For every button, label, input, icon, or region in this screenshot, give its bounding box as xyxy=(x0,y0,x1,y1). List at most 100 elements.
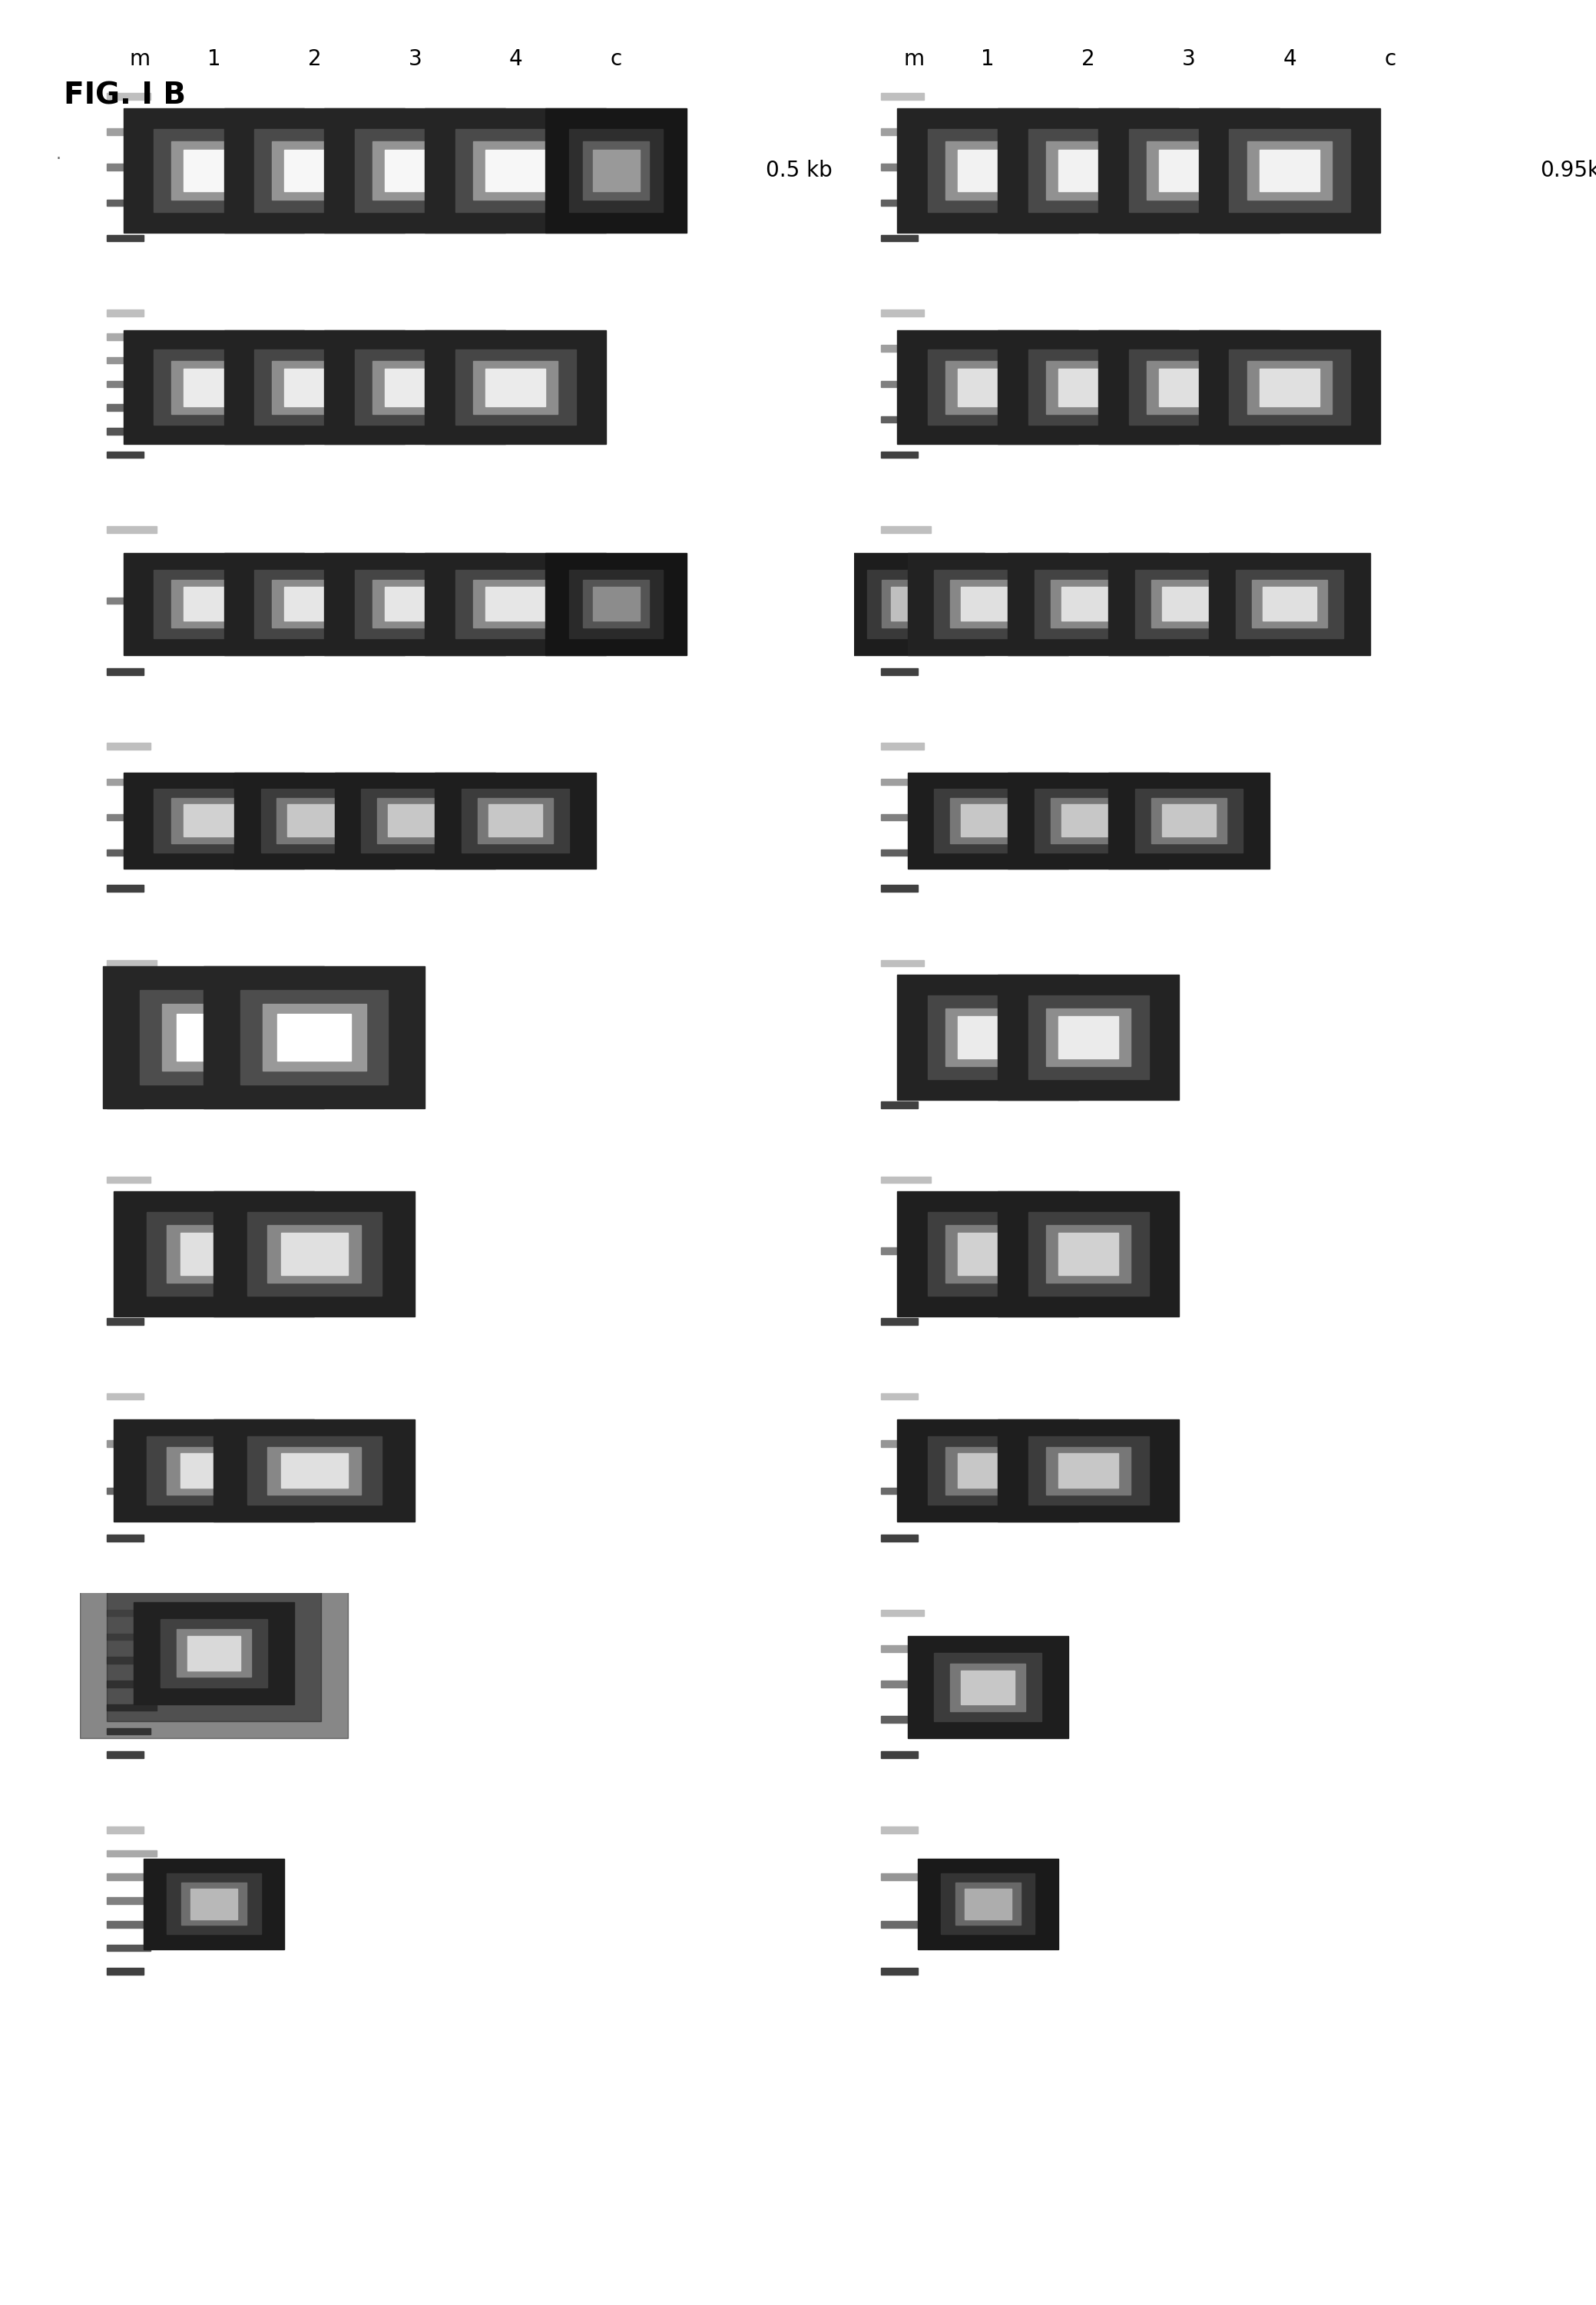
Bar xyxy=(881,309,924,316)
Bar xyxy=(1199,330,1381,445)
Bar xyxy=(1251,581,1328,627)
Bar xyxy=(180,1454,247,1487)
Bar xyxy=(881,1968,918,1975)
Bar xyxy=(1162,588,1216,620)
Bar xyxy=(107,1897,144,1904)
Bar xyxy=(281,1233,348,1275)
Bar xyxy=(163,1005,265,1070)
Bar xyxy=(881,885,918,892)
Bar xyxy=(324,108,506,233)
Bar xyxy=(927,996,1049,1079)
Text: 4: 4 xyxy=(509,48,522,69)
Bar xyxy=(168,1448,260,1494)
Bar xyxy=(273,362,356,413)
Bar xyxy=(263,1005,365,1070)
Bar xyxy=(998,330,1179,445)
Bar xyxy=(107,1392,144,1399)
Bar xyxy=(881,1920,924,1927)
Bar xyxy=(425,330,606,445)
Bar xyxy=(354,129,476,212)
Bar xyxy=(946,141,1029,201)
Text: 4: 4 xyxy=(1283,48,1296,69)
Bar xyxy=(897,330,1079,445)
Bar xyxy=(1109,553,1269,655)
Bar xyxy=(134,1602,294,1703)
Bar xyxy=(881,1441,930,1448)
Bar xyxy=(284,588,345,620)
Bar xyxy=(1028,129,1149,212)
Bar xyxy=(140,991,287,1083)
Text: FIG. I B: FIG. I B xyxy=(64,81,187,111)
Bar xyxy=(998,975,1179,1099)
Bar xyxy=(546,108,686,233)
Bar xyxy=(80,1567,348,1738)
Bar xyxy=(881,235,918,242)
Text: ·: · xyxy=(56,152,61,166)
Bar xyxy=(168,1224,260,1284)
Bar xyxy=(908,553,1068,655)
Bar xyxy=(881,1717,924,1722)
Bar xyxy=(107,403,156,410)
Bar xyxy=(107,452,144,459)
Bar xyxy=(223,330,405,445)
Bar xyxy=(881,1609,924,1616)
Bar xyxy=(1128,129,1250,212)
Bar xyxy=(881,668,918,675)
Bar xyxy=(204,966,425,1109)
Bar xyxy=(113,1420,314,1521)
Text: m: m xyxy=(129,48,150,69)
Bar xyxy=(273,141,356,201)
Bar xyxy=(107,1318,144,1325)
Text: c: c xyxy=(610,48,622,69)
Bar xyxy=(1009,553,1168,655)
Bar xyxy=(373,581,456,627)
Bar xyxy=(107,309,144,316)
Bar xyxy=(425,553,606,655)
Bar xyxy=(281,1454,348,1487)
Bar xyxy=(107,1703,156,1710)
Bar xyxy=(107,1586,321,1722)
Bar xyxy=(998,1420,1179,1521)
Bar xyxy=(107,959,156,966)
Bar xyxy=(958,1017,1018,1058)
Bar xyxy=(373,362,456,413)
Bar xyxy=(107,851,150,855)
Bar xyxy=(377,798,453,844)
Bar xyxy=(147,1212,281,1295)
Bar xyxy=(897,975,1079,1099)
Bar xyxy=(881,597,924,604)
Bar xyxy=(881,346,918,353)
Bar xyxy=(881,1646,918,1653)
Bar xyxy=(954,1883,1021,1925)
Text: 1: 1 xyxy=(982,48,994,69)
Bar xyxy=(958,1454,1018,1487)
Bar xyxy=(123,108,305,233)
Bar xyxy=(354,350,476,424)
Bar xyxy=(1151,581,1227,627)
Bar xyxy=(190,1888,238,1920)
Bar xyxy=(284,369,345,406)
Bar xyxy=(1135,788,1243,853)
Bar xyxy=(177,1014,251,1060)
Bar xyxy=(1109,772,1269,869)
Bar xyxy=(1058,150,1119,191)
Bar xyxy=(881,959,924,966)
Text: m: m xyxy=(903,48,924,69)
Bar xyxy=(950,798,1026,844)
Bar xyxy=(950,581,1026,627)
Text: 0.5 kb: 0.5 kb xyxy=(766,159,833,182)
Bar xyxy=(107,1030,150,1037)
Bar xyxy=(373,141,456,201)
Bar xyxy=(107,380,144,387)
Bar xyxy=(998,108,1179,233)
Bar xyxy=(927,1212,1049,1295)
Bar xyxy=(927,129,1049,212)
Text: 2: 2 xyxy=(308,48,321,69)
Bar xyxy=(361,788,469,853)
Bar xyxy=(107,1535,144,1542)
Bar xyxy=(477,798,554,844)
Bar xyxy=(144,1858,284,1950)
Bar xyxy=(488,804,543,837)
Bar xyxy=(1028,350,1149,424)
Bar xyxy=(107,429,150,433)
